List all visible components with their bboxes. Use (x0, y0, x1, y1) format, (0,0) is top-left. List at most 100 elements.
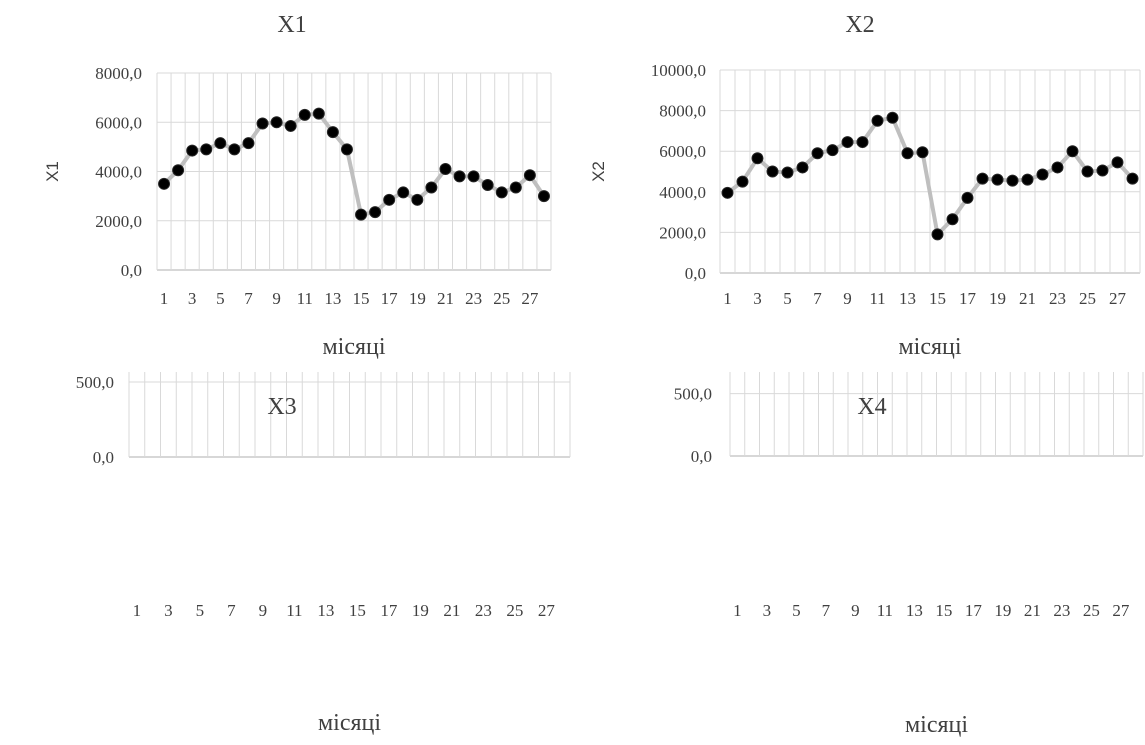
data-point (495, 186, 508, 199)
x-tick-label: 5 (196, 601, 205, 620)
chart-x3: 0,0500,01000,01500,02000,02500,013579111… (76, 372, 571, 736)
x-tick-label: 11 (877, 601, 893, 620)
y-tick-label: 500,0 (674, 385, 712, 404)
x-tick-label: 1 (160, 289, 169, 308)
y-tick-label: 10000,0 (651, 61, 706, 80)
y-tick-label: 8000,0 (95, 64, 142, 83)
y-tick-label: 4000,0 (95, 163, 142, 182)
y-tick-label: 2000,0 (95, 212, 142, 231)
x-tick-label: 1 (133, 601, 142, 620)
x-tick-label: 25 (493, 289, 510, 308)
y-tick-label: 6000,0 (659, 142, 706, 161)
data-point (242, 137, 255, 150)
x-tick-label: 3 (753, 289, 762, 308)
data-point (1051, 161, 1064, 174)
x-tick-label: 23 (1053, 601, 1070, 620)
y-tick-label: 0,0 (685, 264, 706, 283)
x-tick-label: 17 (381, 289, 399, 308)
x-tick-label: 11 (297, 289, 313, 308)
y-axis-label: X1 (43, 161, 62, 182)
x-tick-label: 1 (733, 601, 742, 620)
data-point (425, 181, 438, 194)
x-tick-label: 13 (317, 601, 334, 620)
data-point (509, 181, 522, 194)
y-tick-label: 0,0 (691, 447, 712, 466)
data-point (537, 190, 550, 203)
data-point (826, 144, 839, 157)
x-tick-label: 13 (906, 601, 923, 620)
data-point (270, 116, 283, 129)
x-tick-label: 9 (851, 601, 860, 620)
x-tick-label: 19 (412, 601, 429, 620)
chart-title: X3 (267, 394, 296, 420)
x-tick-label: 17 (965, 601, 983, 620)
x-tick-label: 21 (1024, 601, 1041, 620)
x-axis-label: місяці (905, 712, 968, 738)
x-tick-label: 3 (763, 601, 772, 620)
y-axis-label: X2 (589, 161, 608, 182)
x-tick-label: 7 (822, 601, 831, 620)
data-point (901, 147, 914, 160)
x-tick-label: 17 (380, 601, 398, 620)
series-line (725, 115, 1135, 237)
data-point (298, 108, 311, 121)
x-axis-label: місяці (318, 710, 381, 736)
series-line (162, 111, 546, 217)
x-tick-label: 5 (783, 289, 792, 308)
x-tick-label: 9 (259, 601, 268, 620)
x-tick-label: 17 (959, 289, 977, 308)
chart-title: X1 (277, 12, 306, 38)
x-tick-label: 3 (188, 289, 197, 308)
data-point (284, 119, 297, 132)
x-tick-label: 5 (216, 289, 225, 308)
data-point (721, 186, 734, 199)
data-point (312, 107, 325, 120)
data-point (946, 213, 959, 226)
data-point (186, 144, 199, 157)
data-point (214, 137, 227, 150)
data-point (355, 208, 368, 221)
data-point (397, 186, 410, 199)
x-tick-label: 7 (227, 601, 236, 620)
y-tick-label: 500,0 (76, 373, 114, 392)
x-tick-label: 1 (723, 289, 732, 308)
data-point (976, 172, 989, 185)
x-tick-label: 19 (994, 601, 1011, 620)
data-point (439, 163, 452, 176)
data-point (383, 193, 396, 206)
x-tick-label: 19 (989, 289, 1006, 308)
x-tick-label: 15 (935, 601, 952, 620)
x-tick-label: 21 (443, 601, 460, 620)
x-tick-label: 25 (506, 601, 523, 620)
x-tick-label: 27 (538, 601, 556, 620)
x-tick-label: 15 (353, 289, 370, 308)
chart-x4: 0,0500,01000,01500,02000,02500,03000,013… (674, 372, 1144, 738)
data-point (1036, 168, 1049, 181)
x-tick-label: 7 (244, 289, 253, 308)
data-point (1126, 172, 1139, 185)
y-tick-label: 0,0 (93, 448, 114, 467)
x-tick-label: 19 (409, 289, 426, 308)
x-tick-label: 9 (272, 289, 281, 308)
data-point (340, 143, 353, 156)
x-tick-label: 23 (475, 601, 492, 620)
x-tick-label: 23 (1049, 289, 1066, 308)
data-point (796, 161, 809, 174)
y-tick-label: 8000,0 (659, 102, 706, 121)
data-point (158, 177, 171, 190)
x-tick-label: 11 (869, 289, 885, 308)
chart-title: X2 (845, 12, 874, 38)
x-tick-label: 15 (349, 601, 366, 620)
data-point (766, 165, 779, 178)
x-tick-label: 5 (792, 601, 801, 620)
x-axis-label: місяці (898, 334, 961, 360)
x-tick-label: 23 (465, 289, 482, 308)
data-point (326, 126, 339, 139)
x-tick-label: 13 (324, 289, 341, 308)
x-tick-label: 21 (437, 289, 454, 308)
data-point (200, 143, 213, 156)
data-point (172, 164, 185, 177)
data-point (886, 111, 899, 124)
data-point (916, 146, 929, 159)
